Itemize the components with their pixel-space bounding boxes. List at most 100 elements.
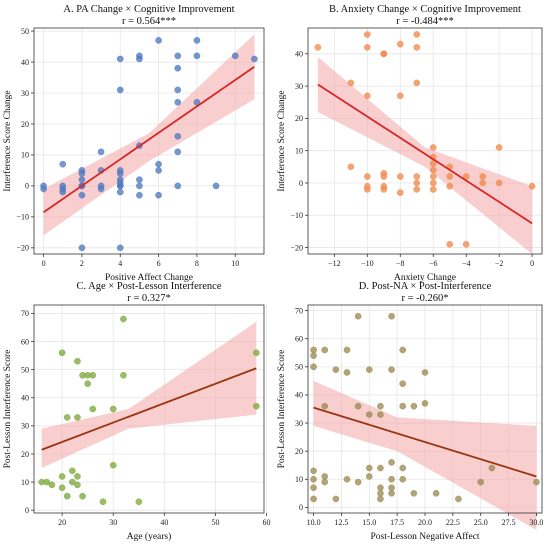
data-point xyxy=(364,173,371,180)
data-point xyxy=(364,31,371,38)
y-tick-label: 70 xyxy=(21,309,29,318)
x-tick-label: 60 xyxy=(263,518,271,527)
data-point xyxy=(116,55,124,63)
data-point xyxy=(89,371,97,379)
y-tick-label: −10 xyxy=(16,213,29,222)
data-point xyxy=(343,346,351,354)
data-point xyxy=(116,188,124,196)
data-point xyxy=(116,170,124,177)
data-point xyxy=(533,478,540,486)
data-point xyxy=(116,244,124,252)
data-point xyxy=(116,179,124,187)
y-axis-label: Post-Lesson Interference Score xyxy=(2,350,13,469)
data-point xyxy=(377,411,384,418)
x-tick-label: 20 xyxy=(58,518,66,527)
plot-frame xyxy=(33,304,265,514)
x-tick-label: 50 xyxy=(211,518,219,527)
data-point xyxy=(332,495,340,503)
data-point xyxy=(388,366,395,373)
data-point xyxy=(365,411,373,418)
y-tick-label: 20 xyxy=(295,447,303,456)
plot-frame xyxy=(33,27,265,255)
data-point xyxy=(99,498,107,506)
data-point xyxy=(310,346,317,354)
data-point xyxy=(343,369,351,376)
x-tick-label: 8 xyxy=(195,259,199,268)
data-point xyxy=(78,191,86,199)
data-point xyxy=(116,86,124,94)
data-point xyxy=(43,478,51,486)
data-point xyxy=(58,484,66,492)
data-point xyxy=(380,186,388,193)
data-point xyxy=(310,475,317,483)
y-tick-label: 20 xyxy=(21,120,29,129)
y-tick-label: 0 xyxy=(299,179,303,188)
data-point xyxy=(446,241,454,248)
data-point xyxy=(253,402,260,410)
x-tick-label: 6 xyxy=(157,259,161,268)
data-point xyxy=(135,498,143,506)
data-point xyxy=(174,99,182,106)
x-tick-label: 4 xyxy=(118,259,122,268)
data-point xyxy=(212,182,220,190)
data-point xyxy=(63,414,71,421)
y-tick-label: 40 xyxy=(21,58,29,67)
data-point xyxy=(413,79,421,87)
x-tick-label: 2 xyxy=(80,259,84,268)
data-point xyxy=(380,50,388,58)
data-point xyxy=(251,55,258,63)
data-point xyxy=(136,182,143,190)
x-tick-label: 30.0 xyxy=(529,518,543,527)
regression-line xyxy=(43,65,255,213)
data-point xyxy=(413,179,421,187)
data-point xyxy=(396,40,404,48)
regression-line xyxy=(313,406,537,478)
data-point xyxy=(109,461,117,469)
chart-title: B. Anxiety Change × Cognitive Improvemen… xyxy=(329,4,521,15)
data-point xyxy=(155,191,162,199)
data-point xyxy=(321,346,329,354)
data-point xyxy=(97,182,105,190)
data-point xyxy=(388,484,395,492)
data-point xyxy=(347,79,355,87)
y-tick-label: 20 xyxy=(295,114,303,123)
data-point xyxy=(399,346,407,354)
y-tick-label: 60 xyxy=(295,335,303,344)
data-point xyxy=(446,182,454,190)
data-point xyxy=(155,160,162,168)
data-point xyxy=(446,173,454,180)
x-tick-label: −2 xyxy=(495,259,504,268)
data-point xyxy=(399,475,407,483)
y-tick-label: 30 xyxy=(295,82,303,91)
data-point xyxy=(462,241,470,248)
y-tick-label: 60 xyxy=(21,337,29,346)
x-tick-label: −6 xyxy=(429,259,438,268)
x-tick-label: −10 xyxy=(361,259,374,268)
data-point xyxy=(396,189,404,196)
data-point xyxy=(193,37,201,44)
data-point xyxy=(109,405,117,413)
data-point xyxy=(310,363,317,371)
data-point xyxy=(413,186,421,193)
data-point xyxy=(377,464,384,472)
x-tick-label: 0 xyxy=(42,259,46,268)
data-point xyxy=(479,179,486,187)
x-tick-label: 30 xyxy=(109,518,117,527)
data-point xyxy=(413,173,421,180)
data-point xyxy=(347,163,355,171)
data-point xyxy=(343,475,351,483)
data-point xyxy=(354,478,362,486)
x-tick-label: 27.5 xyxy=(502,518,516,527)
x-axis-label: Post-Lesson Negative Affect xyxy=(370,531,479,542)
y-tick-label: 30 xyxy=(295,419,303,428)
data-point xyxy=(310,467,317,475)
data-point xyxy=(174,133,182,140)
y-tick-label: −20 xyxy=(16,244,29,253)
data-point xyxy=(377,490,384,497)
x-tick-label: −8 xyxy=(396,259,405,268)
y-tick-label: −20 xyxy=(290,243,303,252)
y-tick-label: 20 xyxy=(21,450,29,459)
data-point xyxy=(321,478,329,486)
y-tick-label: 40 xyxy=(295,50,303,59)
y-tick-label: 10 xyxy=(21,478,29,487)
